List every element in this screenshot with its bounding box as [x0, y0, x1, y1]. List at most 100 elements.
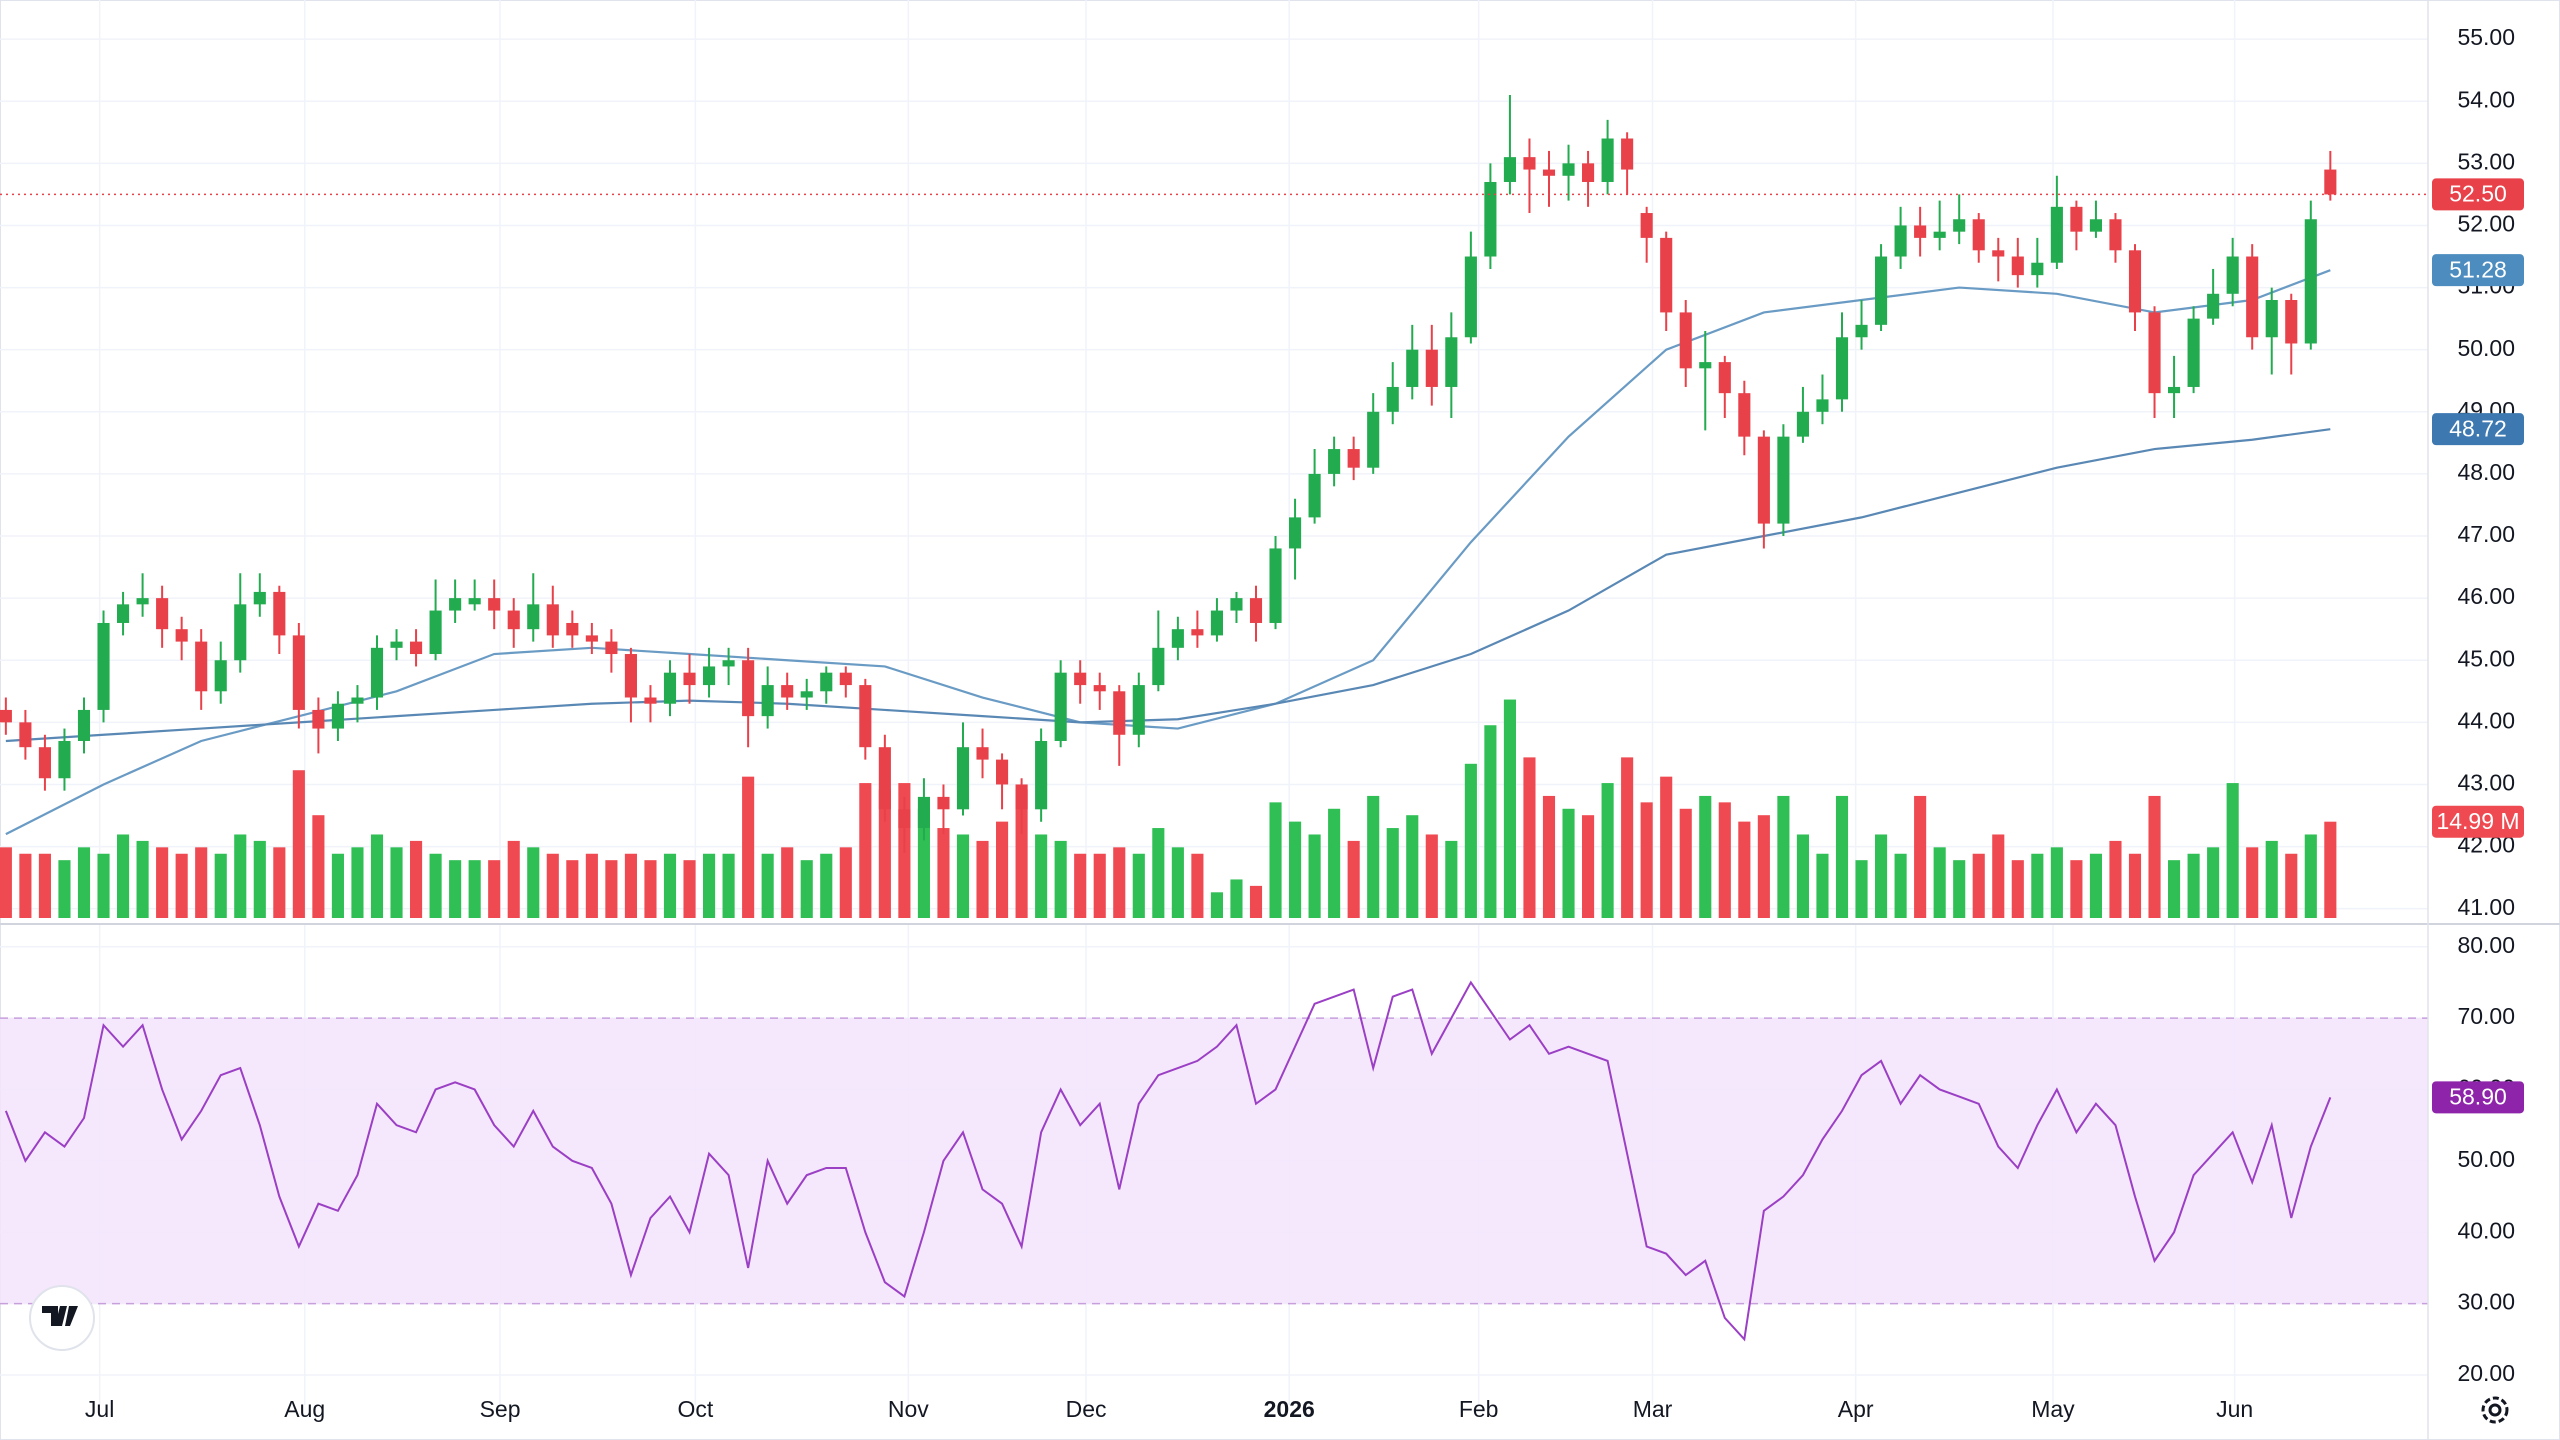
volume-bar [97, 853, 110, 918]
candle-body [2050, 206, 2063, 263]
candle-body [1503, 157, 1516, 182]
gear-hub [2488, 1403, 2502, 1417]
volume-bar [234, 834, 247, 918]
last-price-label-box [2432, 178, 2524, 211]
candle-body [683, 672, 696, 686]
candle-body [1249, 598, 1263, 623]
candle-body [1445, 337, 1458, 387]
gear-icon[interactable] [2481, 1396, 2509, 1424]
candle-body [1894, 225, 1907, 257]
logo[interactable] [29, 1285, 95, 1351]
candle-body [1542, 169, 1556, 176]
volume-bar [175, 853, 188, 918]
moving-average-label-box [2432, 254, 2524, 287]
candle-body [2109, 219, 2122, 251]
candle-body [1718, 362, 1731, 394]
y-tick-label: 41.00 [2457, 894, 2515, 920]
candle-body [1210, 610, 1223, 636]
volume-bar [2031, 853, 2044, 918]
candle-body [2070, 206, 2083, 232]
volume-bar [1816, 853, 1829, 918]
volume-bar [546, 853, 559, 918]
volume-bar [273, 847, 286, 918]
volume-label-box [2432, 805, 2524, 838]
candle-body [976, 747, 989, 760]
candle-body [2148, 312, 2161, 394]
candle-body [0, 709, 12, 723]
x-tick-label: 2026 [1264, 1396, 1315, 1422]
volume-bar [663, 853, 677, 918]
candle-body [429, 610, 442, 655]
volume-bar [2285, 853, 2298, 918]
candle-body [1406, 349, 1419, 387]
rsi-tick-label: 50.00 [2457, 1146, 2515, 1172]
volume-bar [1406, 815, 1419, 918]
volume-bar [1777, 795, 1790, 918]
rsi-band [0, 1018, 2428, 1304]
settings-button[interactable] [2481, 1396, 2509, 1424]
candle-body [1992, 250, 2005, 257]
volume-bar [468, 860, 481, 918]
rsi-tick-label: 40.00 [2457, 1217, 2515, 1243]
candle-body [546, 604, 559, 636]
volume-bar [1972, 853, 1985, 918]
volume-bar [19, 853, 32, 918]
candle-body [38, 747, 51, 779]
volume-bar [2187, 853, 2200, 918]
volume-bar [58, 860, 71, 918]
volume-bar [1152, 828, 1165, 918]
volume-bar [253, 840, 266, 918]
volume-bar [1875, 834, 1888, 918]
x-tick-label: Sep [480, 1396, 521, 1422]
volume-bar [2226, 783, 2239, 918]
candle-body [1113, 691, 1126, 735]
candle-body [253, 591, 266, 605]
volume-bar [1445, 840, 1458, 918]
volume-bar [644, 860, 657, 918]
candle-body [624, 654, 637, 698]
candle-body [761, 685, 774, 717]
candle-body [1640, 213, 1653, 238]
volume-bar [1503, 699, 1516, 918]
candle-body [1601, 138, 1614, 182]
x-tick-label: Mar [1633, 1396, 1673, 1422]
volume-bar [1718, 802, 1731, 918]
volume-bar [331, 853, 344, 918]
candle-body [2226, 256, 2239, 294]
volume-bar [1289, 821, 1302, 918]
candle-body [1582, 163, 1595, 182]
candle-body [1152, 647, 1165, 686]
candle-body [898, 809, 911, 828]
candle-body [663, 672, 677, 704]
volume-bar [917, 808, 930, 918]
volume-bar [1992, 834, 2005, 918]
volume-bar [507, 840, 520, 918]
volume-bar [1601, 783, 1614, 918]
moving-average-line [5, 428, 2331, 743]
volume-bar [2011, 860, 2024, 918]
candle-body [97, 622, 110, 710]
candle-body [1875, 256, 1888, 325]
candle-body [175, 629, 188, 642]
volume-bar [292, 770, 305, 918]
candle-body [722, 660, 735, 667]
y-tick-label: 53.00 [2457, 148, 2515, 174]
volume-bar [1347, 840, 1360, 918]
candle-body [839, 672, 852, 686]
volume-bar [2109, 840, 2122, 918]
candle-body [58, 740, 71, 779]
candle-body [2285, 299, 2298, 344]
volume-bar [2246, 847, 2259, 918]
x-tick-label: Aug [284, 1396, 325, 1422]
volume-bar [1249, 885, 1263, 918]
candle-body [781, 685, 794, 698]
volume-bar [1660, 776, 1673, 918]
candle-body [488, 598, 501, 611]
candle-body [156, 598, 169, 630]
candle-body [292, 635, 305, 710]
candle-body [351, 697, 364, 704]
volume-bar [1464, 763, 1477, 918]
rsi-line [4, 980, 2332, 1342]
candle-body [1386, 386, 1399, 412]
